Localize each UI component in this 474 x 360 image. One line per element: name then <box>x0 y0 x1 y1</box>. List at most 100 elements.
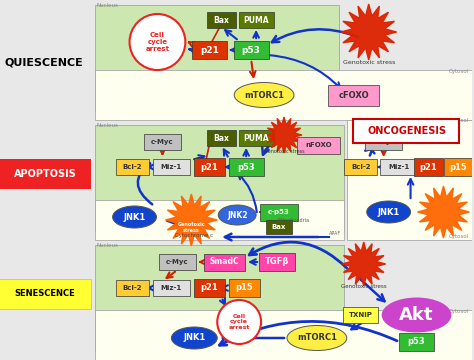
Ellipse shape <box>367 201 410 223</box>
Text: Cytochrome c: Cytochrome c <box>175 233 213 238</box>
Text: JNK1: JNK1 <box>377 207 400 216</box>
FancyBboxPatch shape <box>153 280 190 296</box>
FancyBboxPatch shape <box>347 120 473 240</box>
Text: c-Myc: c-Myc <box>373 139 395 145</box>
FancyBboxPatch shape <box>259 253 295 271</box>
Text: Bax: Bax <box>213 134 229 143</box>
FancyBboxPatch shape <box>204 253 245 270</box>
Text: p21: p21 <box>201 284 218 292</box>
Text: Bax: Bax <box>272 224 286 230</box>
FancyBboxPatch shape <box>265 220 292 234</box>
Text: Genotoxic
stress: Genotoxic stress <box>178 222 205 233</box>
FancyBboxPatch shape <box>399 333 434 351</box>
Text: c-Myc: c-Myc <box>166 259 189 265</box>
Text: Bcl-2: Bcl-2 <box>123 285 142 291</box>
Text: QUIESCENCE: QUIESCENCE <box>5 57 84 67</box>
FancyBboxPatch shape <box>95 125 344 232</box>
Text: mTORC1: mTORC1 <box>244 90 284 99</box>
Text: TGFβ: TGFβ <box>265 257 289 266</box>
Ellipse shape <box>113 206 156 228</box>
Polygon shape <box>418 186 469 238</box>
Text: APOPTOSIS: APOPTOSIS <box>13 169 76 179</box>
Text: mTORC1: mTORC1 <box>297 333 337 342</box>
FancyBboxPatch shape <box>343 307 378 323</box>
Ellipse shape <box>287 325 347 351</box>
FancyBboxPatch shape <box>0 159 91 189</box>
FancyBboxPatch shape <box>444 158 473 176</box>
FancyBboxPatch shape <box>144 134 181 150</box>
Ellipse shape <box>382 297 451 333</box>
Text: c-p53: c-p53 <box>268 209 290 215</box>
FancyBboxPatch shape <box>228 158 264 176</box>
Text: TXNIP: TXNIP <box>349 312 373 318</box>
FancyBboxPatch shape <box>194 279 225 297</box>
FancyBboxPatch shape <box>207 12 236 28</box>
Text: Bcl-2: Bcl-2 <box>123 164 142 170</box>
Text: Cytosol: Cytosol <box>448 309 469 314</box>
FancyBboxPatch shape <box>365 134 402 150</box>
Text: JNK1: JNK1 <box>183 333 205 342</box>
Text: p53: p53 <box>237 162 255 171</box>
FancyBboxPatch shape <box>95 245 344 352</box>
FancyBboxPatch shape <box>207 130 236 146</box>
FancyBboxPatch shape <box>153 159 190 175</box>
FancyBboxPatch shape <box>260 203 299 220</box>
FancyBboxPatch shape <box>234 41 269 59</box>
Ellipse shape <box>172 327 217 349</box>
Text: p53: p53 <box>242 45 261 54</box>
Text: Cytosol: Cytosol <box>448 234 469 239</box>
Circle shape <box>217 300 261 344</box>
Text: Genotoxic stress: Genotoxic stress <box>343 60 395 65</box>
Text: p21: p21 <box>200 45 219 54</box>
Text: PUMA: PUMA <box>243 134 269 143</box>
Text: Cell
cycle
arrest: Cell cycle arrest <box>228 314 250 330</box>
FancyBboxPatch shape <box>380 159 417 175</box>
Text: SmadC: SmadC <box>210 257 239 266</box>
FancyBboxPatch shape <box>159 254 196 270</box>
FancyBboxPatch shape <box>239 130 273 146</box>
FancyBboxPatch shape <box>344 159 377 175</box>
Text: Nucleus: Nucleus <box>97 243 118 248</box>
FancyBboxPatch shape <box>194 158 225 176</box>
Text: p21: p21 <box>419 162 438 171</box>
Text: Genotoxic stress: Genotoxic stress <box>341 284 386 289</box>
Text: p15: p15 <box>449 162 467 171</box>
Text: p15: p15 <box>235 284 253 292</box>
Text: JNK1: JNK1 <box>123 212 146 221</box>
FancyBboxPatch shape <box>95 310 473 360</box>
FancyBboxPatch shape <box>414 158 443 176</box>
Text: nFOXO: nFOXO <box>306 142 332 148</box>
Polygon shape <box>266 117 302 153</box>
FancyBboxPatch shape <box>239 12 273 28</box>
FancyBboxPatch shape <box>0 279 91 309</box>
FancyBboxPatch shape <box>328 85 379 105</box>
Text: Cell
cycle
arrest: Cell cycle arrest <box>146 32 170 52</box>
Ellipse shape <box>218 205 256 225</box>
Text: Akt: Akt <box>399 306 434 324</box>
Ellipse shape <box>234 82 294 108</box>
Text: Cytosol: Cytosol <box>448 118 469 123</box>
Text: Nucleus: Nucleus <box>97 3 118 8</box>
Text: Bcl-2: Bcl-2 <box>351 164 371 170</box>
Text: APAF: APAF <box>329 231 341 236</box>
Text: Miz-1: Miz-1 <box>388 164 409 170</box>
Text: JNK2: JNK2 <box>227 211 247 220</box>
Text: SENESCENCE: SENESCENCE <box>15 289 75 298</box>
Polygon shape <box>165 194 217 246</box>
Text: Mitochondria: Mitochondria <box>278 218 310 223</box>
FancyBboxPatch shape <box>192 41 227 59</box>
Polygon shape <box>342 242 386 286</box>
Text: Cytosol: Cytosol <box>448 69 469 74</box>
FancyBboxPatch shape <box>353 119 459 143</box>
Polygon shape <box>341 4 397 60</box>
Text: ONCOGENESIS: ONCOGENESIS <box>367 126 446 136</box>
Text: Miz-1: Miz-1 <box>161 164 182 170</box>
Text: c-Myc: c-Myc <box>151 139 174 145</box>
Text: p53: p53 <box>408 338 425 346</box>
FancyBboxPatch shape <box>298 136 340 153</box>
FancyBboxPatch shape <box>116 159 149 175</box>
FancyBboxPatch shape <box>95 70 473 120</box>
Text: PUMA: PUMA <box>243 15 269 24</box>
Text: Nucleus: Nucleus <box>97 123 118 128</box>
Text: cFOXO: cFOXO <box>338 90 369 99</box>
